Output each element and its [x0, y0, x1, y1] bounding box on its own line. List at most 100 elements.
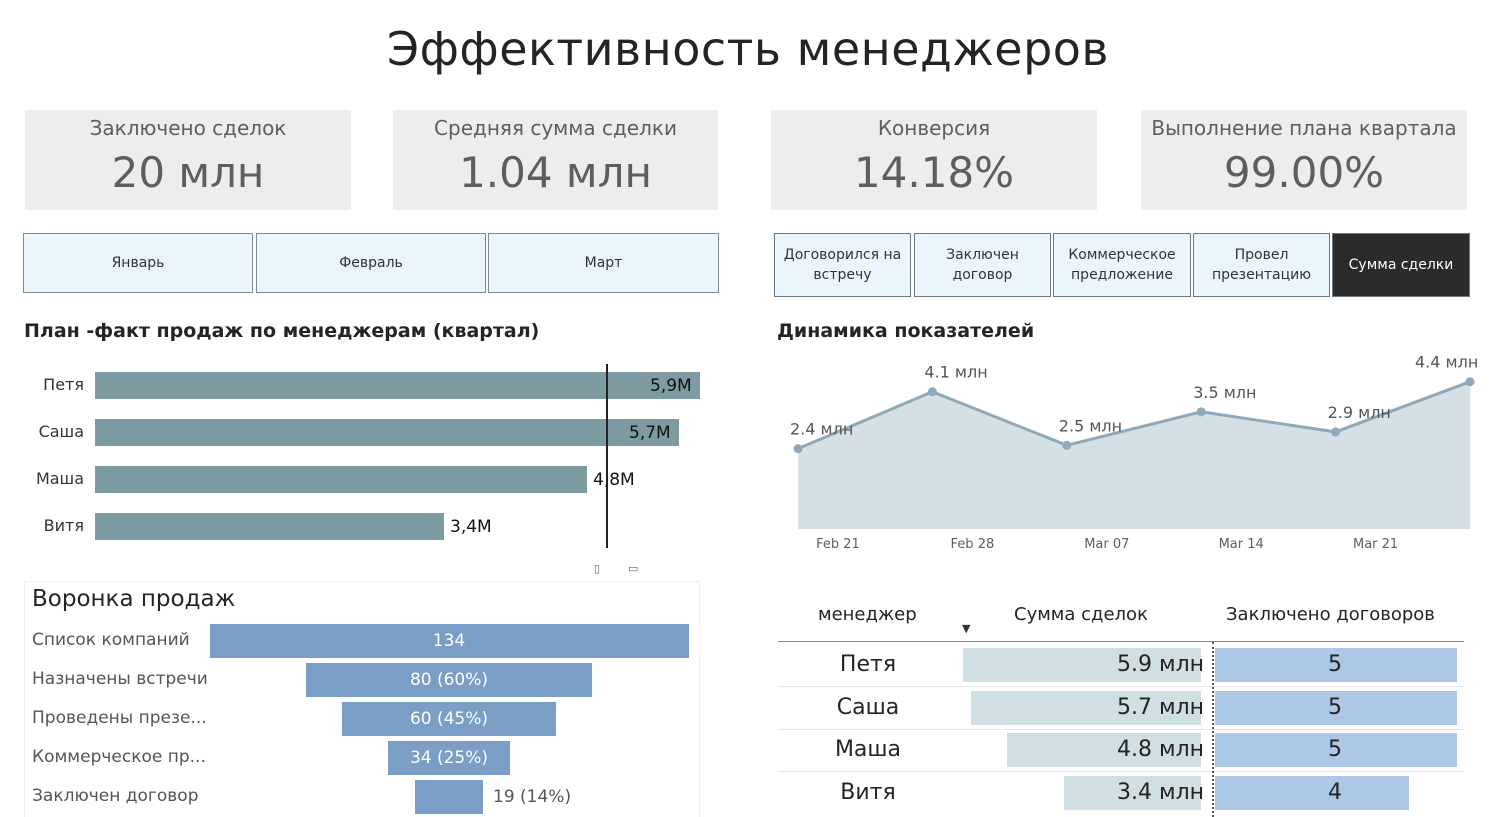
month-button-march[interactable]: Март: [488, 233, 719, 293]
funnel-title: Воронка продаж: [32, 586, 236, 612]
dynamics-data-label: 2.5 млн: [1059, 416, 1122, 435]
plan-fact-value-label: 5,9M: [650, 376, 692, 396]
table-contracts-bar: [1215, 733, 1457, 767]
plan-fact-bar[interactable]: [95, 513, 444, 540]
table-header-manager[interactable]: менеджер: [818, 604, 917, 625]
plan-fact-manager-label: Маша: [35, 469, 84, 488]
table-contracts-bar: [1215, 775, 1409, 810]
kpi-label: Заключено сделок: [89, 116, 287, 140]
table-contracts-bar: [1215, 648, 1457, 682]
funnel-chart: Список компаний 134 Назначены встречи 80 (6…: [0, 620, 700, 817]
kpi-label: Средняя сумма сделки: [434, 116, 677, 140]
dynamics-title: Динамика показателей: [777, 320, 1035, 342]
plan-fact-manager-label: Витя: [43, 516, 84, 535]
more-options-icon[interactable]: ▭: [628, 562, 639, 575]
funnel-stage-label: Проведены презе...: [32, 708, 207, 728]
table-sum-bar: [1064, 775, 1201, 810]
funnel-stage-label: Назначены встречи: [32, 669, 208, 689]
dynamics-point[interactable]: [927, 387, 937, 397]
plan-fact-bar[interactable]: [95, 419, 679, 446]
funnel-panel: [24, 581, 700, 817]
kpi-card-plan: Выполнение плана квартала 99.00%: [1141, 110, 1467, 210]
plan-fact-value-label: 3,4M: [450, 517, 492, 537]
table-cell-manager: Саша: [836, 694, 900, 720]
table-sum-bar: [971, 690, 1201, 725]
kpi-label: Конверсия: [877, 116, 991, 140]
kpi-value: 1.04 млн: [459, 148, 652, 197]
table-row-divider: [778, 771, 1464, 772]
x-axis-tick-label: Mar 21: [1353, 537, 1398, 552]
table-header-divider: [778, 641, 1464, 642]
dynamics-point[interactable]: [1331, 427, 1341, 437]
kpi-label: Выполнение плана квартала: [1151, 116, 1457, 140]
table-header-sum[interactable]: Сумма сделок: [1014, 604, 1148, 625]
plan-fact-title: План -факт продаж по менеджерам (квартал…: [24, 320, 540, 342]
dynamics-data-label: 4.4 млн: [1415, 355, 1478, 372]
table-cell-sum: 3.4 млн: [1117, 779, 1205, 805]
page-title: Эффективность менеджеров: [386, 22, 1110, 76]
funnel-stage-label: Заключен договор: [32, 786, 199, 806]
table-cell-manager: Маша: [834, 737, 902, 762]
table-cell-contracts: 4: [1328, 779, 1342, 805]
dynamics-point[interactable]: [1062, 440, 1072, 450]
table-cell-manager: Витя: [840, 779, 896, 805]
x-axis-tick-label: Mar 14: [1219, 537, 1264, 552]
sort-down-icon[interactable]: ▼: [962, 622, 971, 635]
dynamics-data-label: 4.1 млн: [924, 363, 987, 382]
metric-button-proposal[interactable]: Коммерческое предложение: [1053, 233, 1191, 297]
x-axis-tick-label: Mar 07: [1084, 537, 1129, 552]
manager-table: Петя 5.9 млн 5 Саша 5.7 млн 5 Маша 4.8 млн 5 Витя…: [0, 642, 1496, 817]
kpi-value: 20 млн: [111, 148, 265, 197]
funnel-stage-label: Коммерческое пр...: [32, 747, 206, 767]
month-button-february[interactable]: Февраль: [256, 233, 486, 293]
funnel-stage-bar[interactable]: [415, 780, 483, 814]
funnel-stage-bar[interactable]: 80 (60%): [306, 663, 592, 697]
month-button-january[interactable]: Январь: [23, 233, 253, 293]
plan-fact-bar[interactable]: [95, 372, 700, 399]
dynamics-chart: 2.4 млн 4.1 млн 2.5 млн 3.5 млн 2.9 млн 4.4 м…: [790, 355, 1478, 552]
funnel-stage-bar[interactable]: 134: [209, 624, 689, 658]
dynamics-area: [798, 381, 1470, 529]
plan-fact-manager-label: Саша: [38, 422, 84, 441]
plan-target-line: [606, 364, 608, 548]
dynamics-point[interactable]: [793, 444, 803, 454]
table-row-divider: [778, 728, 1464, 730]
table-cell-sum: 4.8 млн: [1117, 737, 1205, 762]
table-row-divider: [778, 686, 1464, 687]
dynamics-point[interactable]: [1465, 377, 1475, 387]
plan-fact-value-label: 5,7M: [629, 423, 671, 443]
table-cell-contracts: 5: [1328, 737, 1342, 762]
metric-button-meeting[interactable]: Договорился на встречу: [774, 233, 911, 297]
plan-fact-bar[interactable]: [95, 466, 587, 493]
plan-fact-value-label: 4,8M: [593, 470, 635, 490]
funnel-stage-bar[interactable]: 60 (45%): [342, 702, 556, 736]
plan-fact-chart: Петя 5,9M Саша 5,7M Маша 4,8M Витя 3,4M: [0, 360, 720, 560]
kpi-value: 99.00%: [1223, 148, 1385, 197]
table-cell-contracts: 5: [1328, 694, 1342, 720]
funnel-stage-bar[interactable]: 34 (25%): [388, 741, 510, 775]
metric-button-presentation[interactable]: Провел презентацию: [1193, 233, 1330, 297]
funnel-stage-value: 19 (14%): [493, 787, 572, 807]
plan-fact-manager-label: Петя: [43, 375, 84, 394]
metric-button-deal-sum[interactable]: Сумма сделки: [1332, 233, 1470, 297]
table-sum-bar: [1007, 733, 1201, 767]
table-cell-manager: Петя: [839, 652, 897, 677]
dynamics-line: [797, 380, 1471, 451]
funnel-stage-label: Список компаний: [32, 630, 190, 650]
dynamics-point[interactable]: [1196, 407, 1206, 417]
kpi-card-deals: Заключено сделок 20 млн: [25, 110, 351, 210]
dynamics-data-label: 2.4 млн: [790, 420, 853, 439]
table-cell-contracts: 5: [1328, 652, 1342, 677]
kpi-card-avg-deal: Средняя сумма сделки 1.04 млн: [393, 110, 718, 210]
x-axis-tick-label: Feb 21: [816, 537, 860, 552]
kpi-card-conversion: Конверсия 14.18%: [771, 110, 1097, 210]
table-contracts-bar: [1215, 690, 1457, 725]
table-header-contracts[interactable]: Заключено договоров: [1226, 604, 1435, 625]
dynamics-data-label: 2.9 млн: [1328, 403, 1391, 422]
x-axis-tick-label: Feb 28: [951, 537, 995, 552]
column-resize-handle[interactable]: [1212, 642, 1214, 817]
table-cell-sum: 5.7 млн: [1117, 694, 1205, 720]
focus-mode-icon[interactable]: ▯: [594, 562, 601, 575]
metric-button-contract[interactable]: Заключен договор: [914, 233, 1051, 297]
table-cell-sum: 5.9 млн: [1117, 652, 1205, 677]
